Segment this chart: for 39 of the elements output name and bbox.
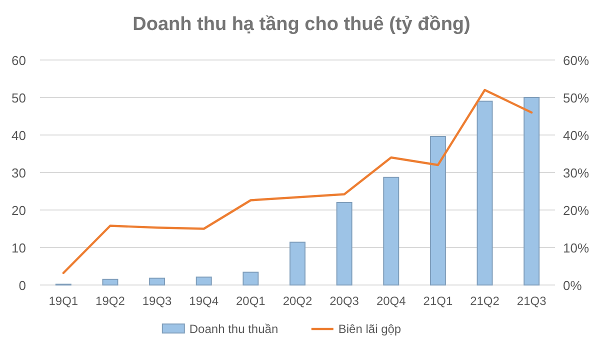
bar	[336, 202, 352, 286]
y2-tick-label: 0%	[563, 278, 582, 293]
x-tick-label: 19Q4	[189, 294, 219, 308]
y2-tick-label: 60%	[563, 53, 590, 68]
bar	[524, 97, 540, 286]
bar	[290, 242, 306, 286]
legend-label: Biên lãi gộp	[338, 322, 402, 336]
bar	[383, 176, 400, 286]
x-tick-label: 19Q1	[48, 294, 78, 308]
chart-title: Doanh thu hạ tầng cho thuê (tỷ đồng)	[132, 14, 470, 35]
bar	[476, 100, 493, 286]
y-tick-label: 60	[12, 53, 26, 68]
line-series	[62, 88, 533, 274]
x-tick-label: 21Q3	[516, 294, 547, 308]
y2-tick-label: 20%	[563, 203, 590, 218]
x-tick-label: 20Q3	[330, 294, 360, 308]
y2-tick-label: 50%	[563, 90, 590, 106]
x-tick-label: 20Q4	[376, 294, 406, 308]
bar	[430, 136, 446, 286]
y-tick-label: 0	[18, 278, 26, 293]
x-tick-label: 19Q3	[142, 294, 172, 308]
x-tick-label: 20Q2	[282, 294, 312, 308]
y-tick-label: 40	[12, 128, 26, 143]
y-tick-label: 20	[12, 203, 26, 218]
bar	[102, 278, 118, 286]
x-tick-label: 21Q2	[470, 294, 500, 308]
x-tick-label: 19Q2	[96, 294, 126, 308]
x-tick-label: 21Q1	[423, 294, 453, 308]
x-tick-label: 20Q1	[236, 294, 266, 308]
bar	[149, 278, 166, 286]
bar	[196, 276, 212, 286]
y2-tick-label: 30%	[563, 166, 590, 180]
y2-tick-label: 10%	[563, 240, 590, 256]
y-tick-label: 30	[12, 166, 26, 180]
bar	[242, 272, 259, 286]
y-tick-label: 10	[12, 240, 26, 256]
y2-tick-label: 40%	[563, 128, 590, 143]
legend-label: Doanh thu thuần	[189, 322, 278, 336]
y-tick-label: 50	[12, 90, 26, 106]
